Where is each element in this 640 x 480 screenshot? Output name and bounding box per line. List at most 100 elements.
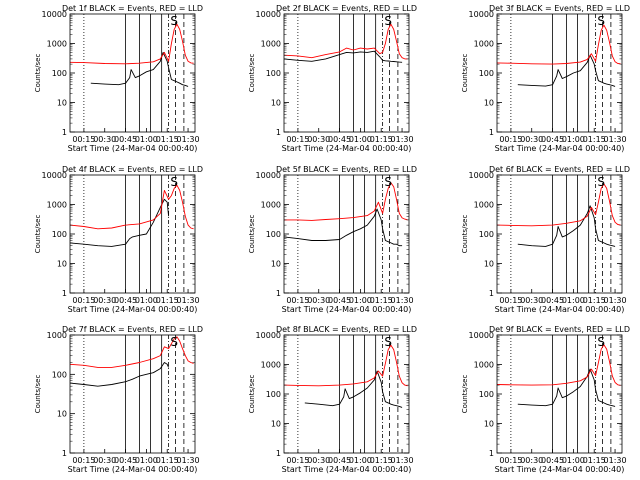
x-tick-label: 01:15: [156, 296, 179, 305]
y-tick-label: 1: [276, 128, 281, 137]
chart-title: Det 5f BLACK = Events, RED = LLD: [276, 165, 417, 174]
y-tick-label: 100: [479, 390, 494, 399]
series-line-events: [90, 51, 189, 87]
x-tick-label: 00:30: [520, 456, 543, 465]
marker-label: S: [597, 335, 605, 349]
series-line-events: [517, 205, 616, 247]
marker-label: S: [170, 14, 178, 28]
x-tick-label: 01:30: [391, 296, 414, 305]
x-tick-label: 01:30: [177, 296, 200, 305]
y-tick-label: 10: [57, 410, 67, 419]
chart-title: Det 9f BLACK = Events, RED = LLD: [489, 325, 630, 334]
plot-frame: [283, 174, 410, 294]
x-axis-label: Start Time (24-Mar-04 00:00:40): [68, 305, 198, 314]
y-tick-label: 10: [57, 99, 67, 108]
y-tick-label: 10000: [469, 10, 494, 19]
x-tick-label: 00:30: [520, 135, 543, 144]
marker-label: S: [170, 175, 178, 189]
y-axis-label: Counts/sec: [461, 54, 469, 93]
y-axis-label: Counts/sec: [34, 215, 42, 254]
y-axis-label: Counts/sec: [248, 54, 256, 93]
x-tick-label: 00:15: [72, 135, 95, 144]
marker-label: S: [384, 335, 392, 349]
y-tick-label: 1: [276, 449, 281, 458]
x-tick-label: 00:15: [286, 135, 309, 144]
y-axis-label: Counts/sec: [248, 375, 256, 414]
x-tick-label: 00:45: [541, 456, 564, 465]
y-tick-label: 100: [52, 69, 67, 78]
series-line-events: [517, 54, 616, 87]
x-tick-label: 01:00: [349, 296, 372, 305]
x-tick-label: 00:15: [72, 296, 95, 305]
y-tick-label: 1: [62, 128, 67, 137]
x-tick-label: 01:15: [370, 456, 393, 465]
x-tick-label: 00:45: [114, 135, 137, 144]
x-tick-label: 00:15: [499, 135, 522, 144]
x-tick-label: 01:00: [349, 456, 372, 465]
x-tick-label: 01:00: [135, 296, 158, 305]
y-tick-label: 1: [489, 449, 494, 458]
x-tick-label: 01:15: [370, 296, 393, 305]
plot-frame: [283, 13, 410, 133]
x-tick-label: 01:30: [177, 135, 200, 144]
x-tick-label: 01:15: [156, 456, 179, 465]
y-tick-label: 10: [484, 99, 494, 108]
plot-frame: [496, 334, 623, 454]
x-tick-label: 00:30: [307, 135, 330, 144]
x-tick-label: 01:15: [583, 296, 606, 305]
series-line-lld: [284, 182, 408, 221]
x-axis-label: Start Time (24-Mar-04 00:00:40): [68, 144, 198, 153]
x-tick-label: 01:15: [370, 135, 393, 144]
y-tick-label: 1000: [474, 361, 494, 370]
series-line-events: [69, 198, 170, 247]
x-tick-label: 00:30: [93, 296, 116, 305]
y-tick-label: 1: [276, 289, 281, 298]
x-tick-label: 00:30: [520, 296, 543, 305]
y-tick-label: 1000: [47, 40, 67, 49]
x-tick-label: 01:15: [156, 135, 179, 144]
y-tick-label: 100: [479, 69, 494, 78]
series-line-events: [283, 50, 403, 63]
y-tick-label: 10000: [256, 331, 281, 340]
x-axis-label: Start Time (24-Mar-04 00:00:40): [282, 465, 412, 474]
y-tick-label: 10000: [256, 10, 281, 19]
x-tick-label: 00:15: [499, 296, 522, 305]
y-tick-label: 10: [271, 260, 281, 269]
x-tick-label: 00:45: [541, 135, 564, 144]
y-tick-label: 1000: [261, 361, 281, 370]
x-axis-label: Start Time (24-Mar-04 00:00:40): [495, 465, 625, 474]
x-tick-label: 00:30: [307, 456, 330, 465]
y-tick-label: 100: [52, 230, 67, 239]
x-axis-label: Start Time (24-Mar-04 00:00:40): [282, 144, 412, 153]
x-tick-label: 00:15: [286, 456, 309, 465]
y-tick-label: 1000: [47, 331, 67, 340]
y-tick-label: 1000: [261, 40, 281, 49]
x-tick-label: 01:15: [583, 135, 606, 144]
plot-frame: [283, 334, 410, 454]
y-tick-label: 100: [52, 370, 67, 379]
y-tick-label: 10000: [42, 171, 67, 180]
y-tick-label: 10: [484, 260, 494, 269]
series-line-lld: [496, 183, 621, 227]
plot-frame: [496, 174, 623, 294]
x-tick-label: 00:45: [541, 296, 564, 305]
y-axis-label: Counts/sec: [34, 375, 42, 414]
x-axis-label: Start Time (24-Mar-04 00:00:40): [282, 305, 412, 314]
x-tick-label: 00:45: [328, 456, 351, 465]
y-tick-label: 1000: [474, 201, 494, 210]
x-axis-label: Start Time (24-Mar-04 00:00:40): [495, 144, 625, 153]
series-line-events: [283, 208, 403, 247]
y-tick-label: 100: [266, 230, 281, 239]
y-axis-label: Counts/sec: [248, 215, 256, 254]
y-tick-label: 100: [266, 390, 281, 399]
x-tick-label: 01:30: [177, 456, 200, 465]
y-tick-label: 10000: [256, 171, 281, 180]
chart-title: Det 6f BLACK = Events, RED = LLD: [489, 165, 630, 174]
